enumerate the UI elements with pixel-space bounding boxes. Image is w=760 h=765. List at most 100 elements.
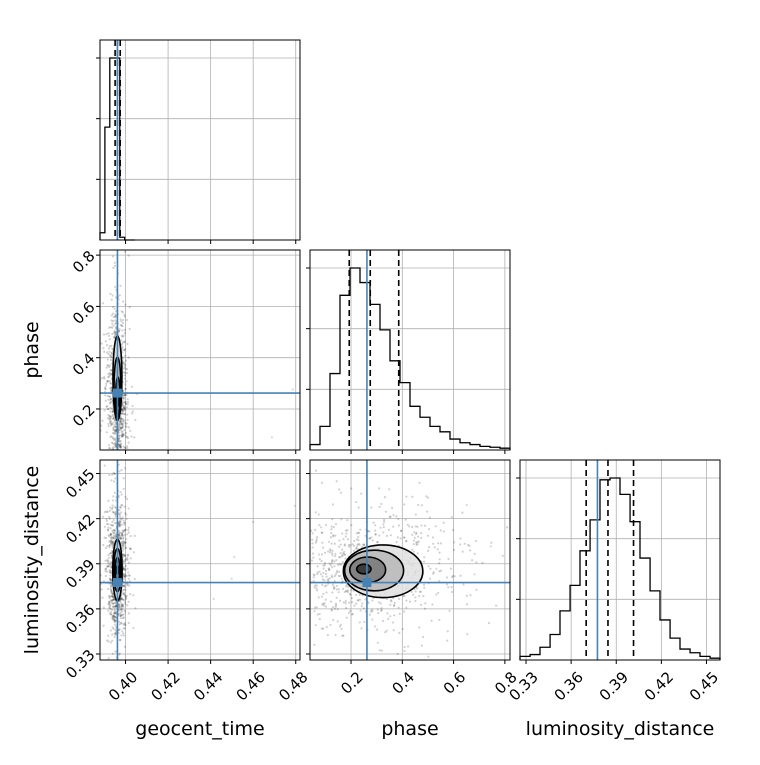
sample-point — [105, 522, 109, 526]
sample-point — [445, 583, 448, 586]
histogram-phase — [309, 267, 511, 450]
sample-point — [287, 570, 289, 572]
sample-point — [107, 375, 110, 379]
sample-point — [108, 607, 111, 610]
sample-point — [307, 539, 309, 541]
sample-point — [360, 627, 363, 630]
sample-point — [264, 588, 266, 590]
sample-point — [112, 605, 115, 608]
sample-point — [111, 593, 114, 596]
sample-point — [112, 605, 115, 608]
sample-point — [123, 585, 126, 588]
sample-point — [121, 329, 124, 332]
sample-point — [122, 568, 125, 571]
sample-point — [126, 583, 129, 586]
sample-point — [110, 298, 113, 301]
sample-point — [121, 401, 124, 404]
sample-point — [109, 608, 112, 611]
sample-point — [102, 347, 105, 350]
sample-point — [124, 387, 127, 390]
sample-point — [114, 334, 117, 337]
sample-point — [416, 587, 419, 590]
x-geocent_time-tick-label: 0.40 — [105, 668, 141, 704]
sample-point — [118, 424, 121, 427]
sample-point — [109, 584, 113, 587]
sample-point — [414, 532, 418, 536]
sample-point — [413, 531, 416, 534]
sample-point — [113, 618, 116, 621]
sample-point — [232, 533, 234, 535]
sample-point — [370, 506, 373, 509]
sample-point — [123, 559, 126, 562]
sample-point — [301, 565, 303, 567]
sample-point — [446, 639, 449, 642]
sample-point — [465, 603, 469, 606]
sample-point — [119, 426, 122, 429]
sample-point — [418, 481, 421, 484]
sample-point — [107, 534, 110, 537]
sample-point — [121, 603, 125, 606]
sample-point — [318, 617, 321, 621]
sample-point — [113, 615, 116, 619]
sample-point — [111, 312, 115, 315]
sample-point — [383, 518, 386, 522]
sample-point — [126, 400, 130, 404]
sample-point — [403, 649, 406, 653]
sample-point — [108, 535, 111, 538]
sample-point — [345, 590, 348, 593]
sample-point — [333, 586, 336, 589]
sample-point — [104, 546, 108, 550]
sample-point — [134, 418, 137, 422]
sample-point — [418, 626, 421, 629]
sample-point — [123, 419, 126, 422]
sample-point — [340, 518, 343, 521]
sample-point — [436, 548, 439, 551]
sample-point — [103, 377, 106, 380]
sample-point — [380, 609, 383, 612]
sample-point — [120, 324, 123, 327]
sample-point — [111, 599, 114, 602]
sample-point — [246, 554, 248, 556]
sample-point — [125, 574, 128, 577]
sample-point — [132, 626, 135, 630]
sample-point — [109, 401, 112, 404]
sample-point — [133, 436, 136, 439]
sample-point — [112, 266, 115, 269]
sample-point — [377, 612, 380, 615]
sample-point — [398, 612, 401, 615]
sample-point — [126, 413, 129, 416]
sample-point — [113, 522, 117, 525]
sample-point — [129, 557, 132, 560]
sample-point — [113, 431, 117, 434]
sample-point — [106, 510, 109, 514]
sample-point — [111, 320, 115, 323]
sample-point — [286, 577, 288, 579]
sample-point — [109, 410, 112, 413]
sample-point — [125, 422, 128, 425]
sample-point — [341, 554, 344, 558]
sample-point — [123, 609, 126, 612]
sample-point — [381, 619, 385, 623]
sample-point — [123, 523, 126, 526]
contour-line — [355, 563, 372, 575]
sample-point — [126, 558, 129, 561]
sample-point — [123, 332, 127, 335]
sample-point — [363, 544, 366, 547]
sample-point — [325, 575, 328, 578]
sample-point — [410, 590, 413, 594]
hist-panel-geocent_time — [99, 39, 301, 241]
sample-point — [103, 376, 106, 379]
sample-point — [122, 406, 125, 409]
sample-point — [108, 544, 111, 547]
sample-point — [305, 598, 307, 600]
sample-point — [301, 622, 303, 624]
sample-point — [262, 558, 264, 560]
sample-point — [108, 350, 111, 353]
sample-point — [345, 616, 348, 619]
sample-point — [123, 584, 126, 587]
sample-point — [369, 450, 371, 452]
sample-point — [109, 402, 112, 405]
sample-point — [125, 380, 128, 383]
sample-point — [107, 562, 110, 565]
sample-point — [293, 596, 295, 598]
